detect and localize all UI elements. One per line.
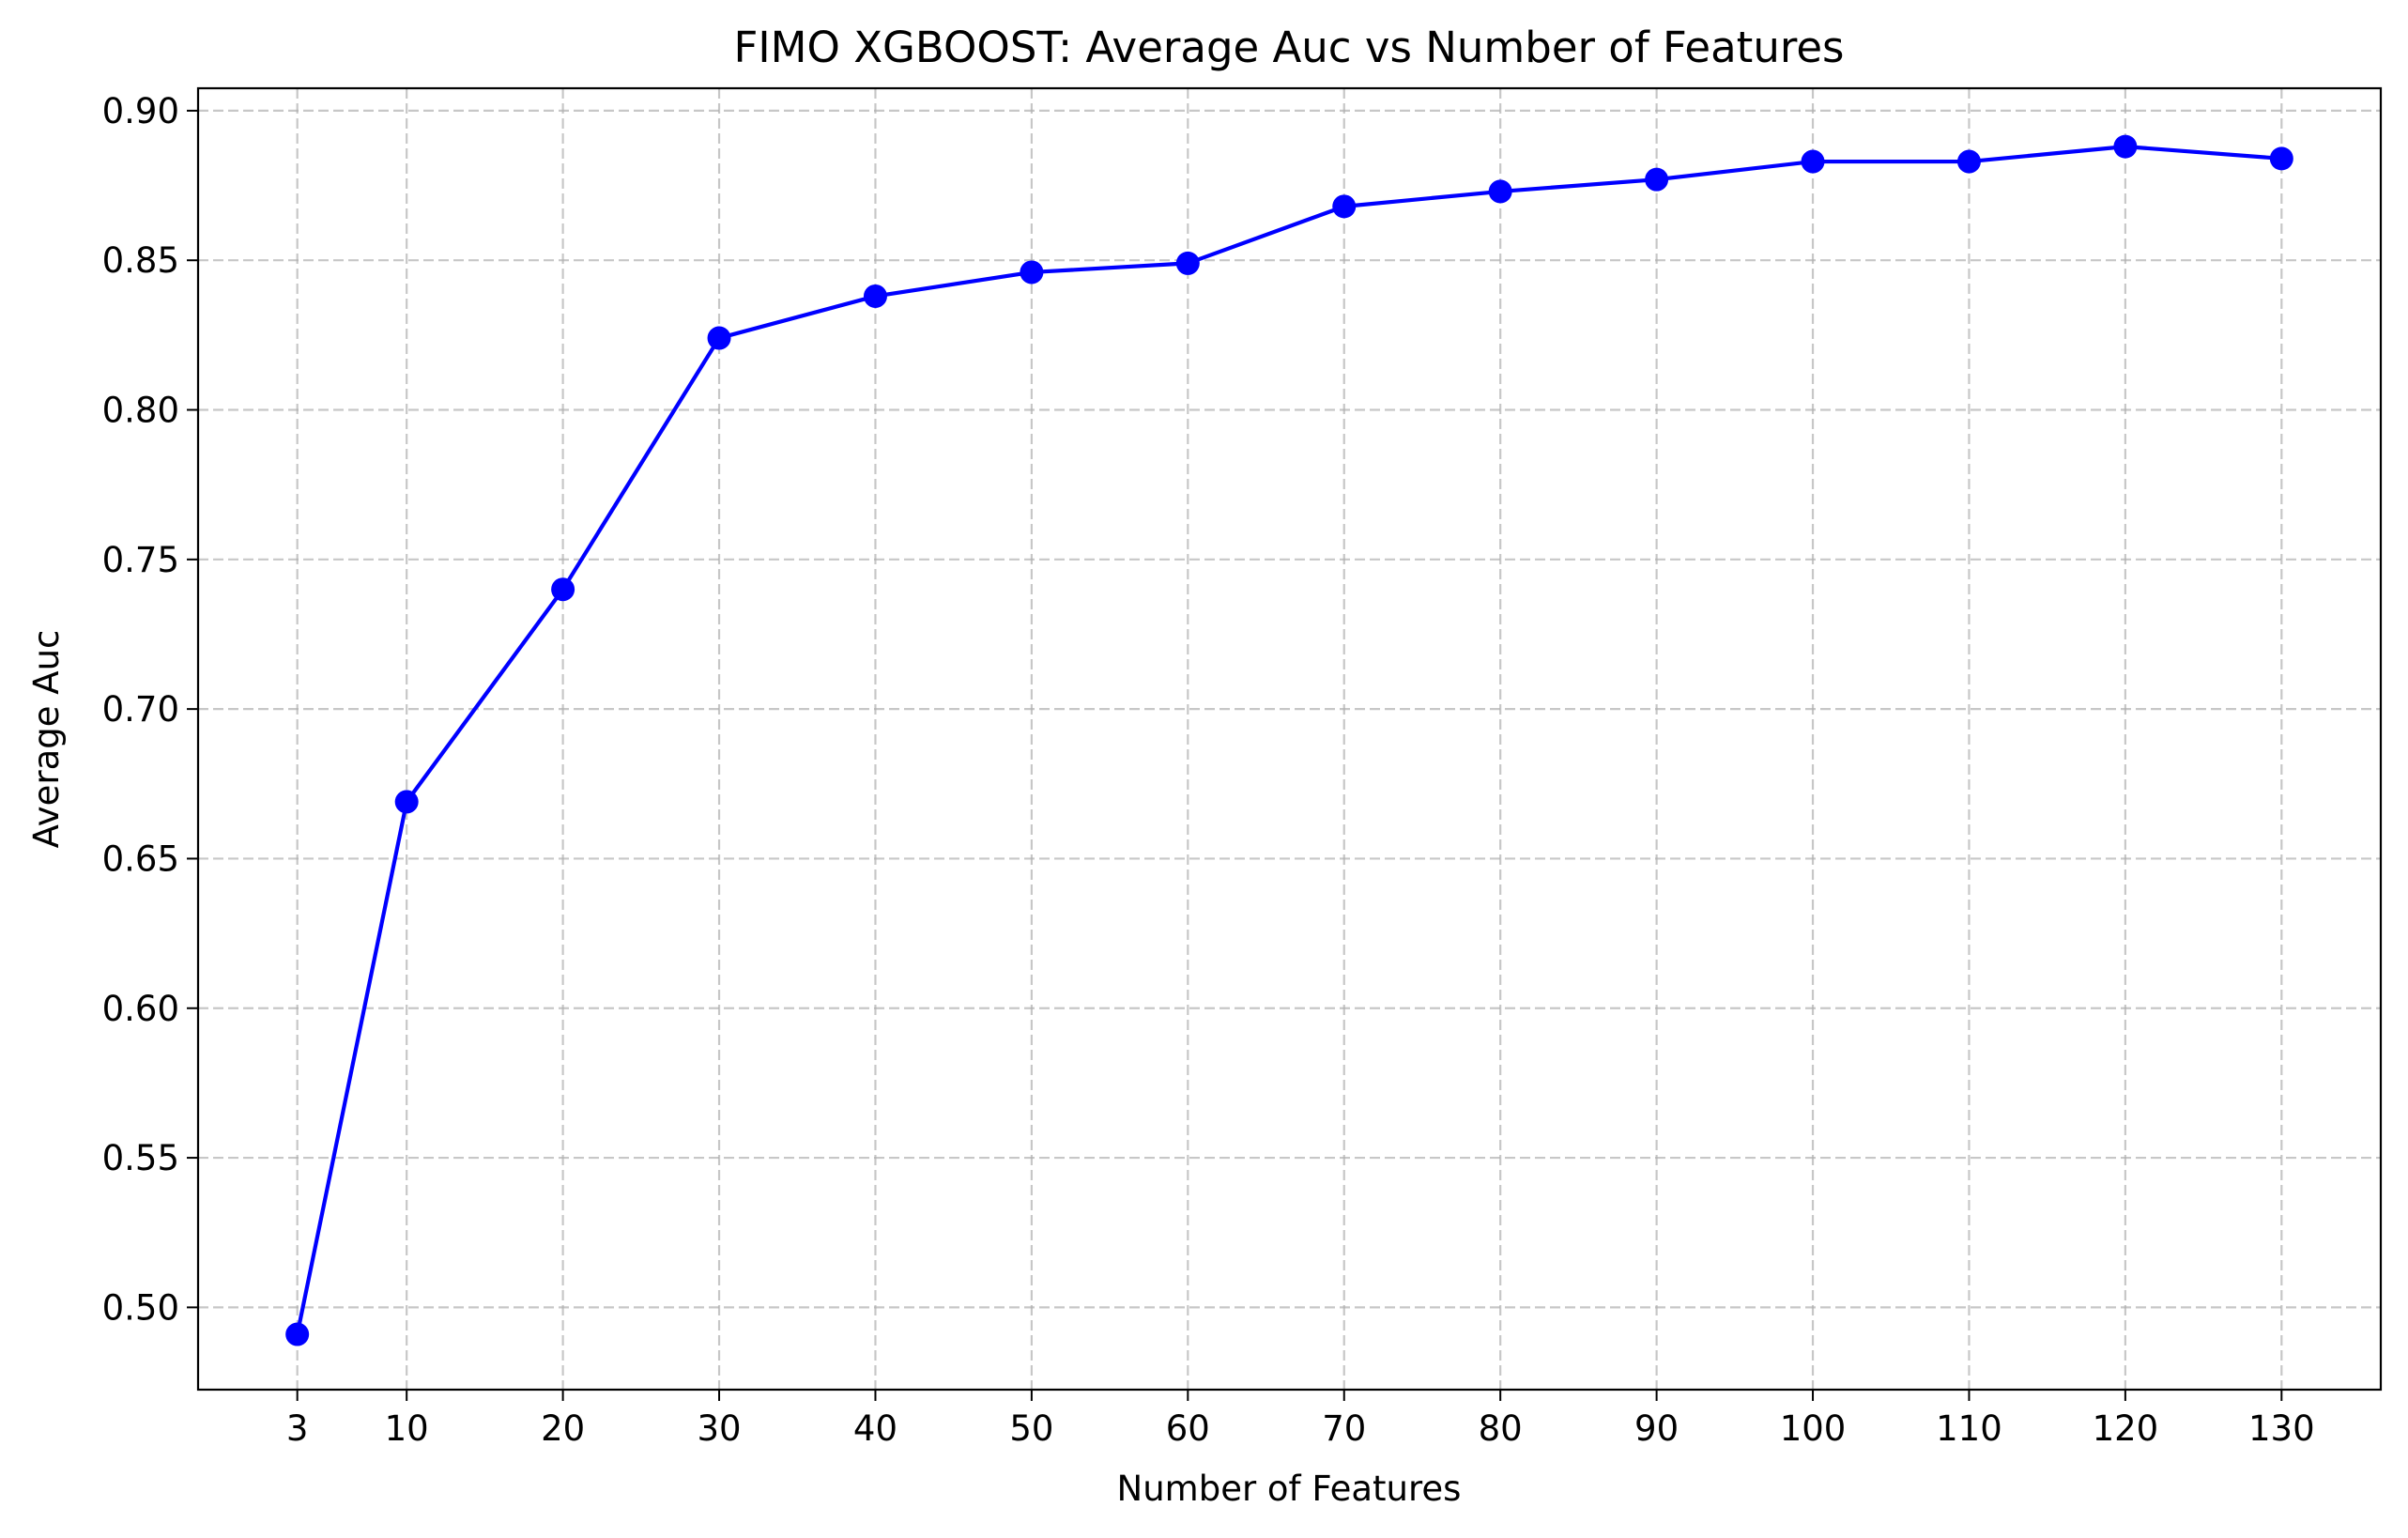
data-point [1020, 260, 1044, 285]
y-tick-label: 0.60 [102, 989, 179, 1029]
data-point [1645, 167, 1669, 192]
data-point [1956, 149, 1981, 174]
y-tick-label: 0.70 [102, 689, 179, 730]
data-point [2113, 134, 2138, 159]
x-tick-label: 30 [697, 1408, 741, 1449]
data-series [285, 134, 2293, 1346]
data-point [285, 1322, 310, 1346]
y-axis-label: Average Auc [26, 630, 67, 849]
x-axis-label: Number of Features [1117, 1469, 1462, 1509]
x-tick-label: 60 [1166, 1408, 1210, 1449]
x-tick-label: 90 [1634, 1408, 1679, 1449]
x-tick-label: 70 [1322, 1408, 1366, 1449]
x-tick-label: 80 [1479, 1408, 1523, 1449]
data-point [394, 790, 419, 814]
series-line [295, 145, 2282, 1335]
y-tick-label: 0.80 [102, 391, 179, 431]
y-tick-label: 0.75 [102, 540, 179, 580]
plot-frame [196, 86, 2383, 1392]
x-tick-label: 10 [385, 1408, 429, 1449]
x-tick-label: 40 [853, 1408, 897, 1449]
data-point [2269, 146, 2293, 171]
x-axis-ticks: 3 10 20 30 40 50 60 70 80 90 100 110 120 130 [286, 1390, 2315, 1449]
x-tick-label: 50 [1009, 1408, 1053, 1449]
data-point [707, 326, 731, 350]
y-tick-label: 0.90 [102, 91, 179, 131]
y-tick-label: 0.65 [102, 838, 179, 879]
x-tick-label: 110 [1936, 1408, 2002, 1449]
data-point [1332, 194, 1357, 219]
y-tick-label: 0.50 [102, 1287, 179, 1328]
data-point [1488, 179, 1512, 204]
y-tick-label: 0.55 [102, 1138, 179, 1178]
x-tick-label: 100 [1780, 1408, 1847, 1449]
chart-title: FIMO XGBOOST: Average Auc vs Number of F… [734, 23, 1845, 72]
data-point [863, 284, 887, 308]
x-tick-label: 20 [541, 1408, 585, 1449]
y-tick-label: 0.85 [102, 240, 179, 281]
data-point [1175, 251, 1200, 275]
data-point [1801, 149, 1825, 174]
x-tick-label: 130 [2248, 1408, 2315, 1449]
x-tick-label: 3 [286, 1408, 309, 1449]
x-tick-label: 120 [2093, 1408, 2159, 1449]
grid [198, 88, 2381, 1390]
y-axis-ticks: 0.50 0.55 0.60 0.65 0.70 0.75 0.80 0.85 0.90 [102, 91, 198, 1328]
data-point [551, 577, 575, 602]
